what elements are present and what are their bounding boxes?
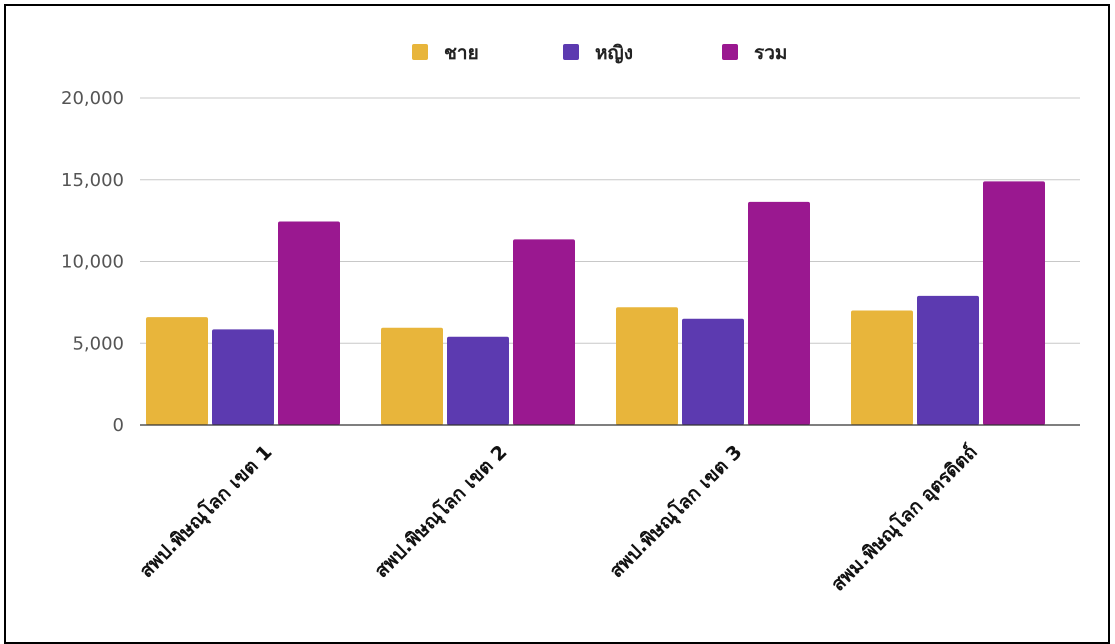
y-axis-ticks: 0 5,000 10,000 15,000 20,000 [61, 88, 124, 436]
y-tick-label: 20,000 [61, 88, 124, 109]
legend-swatch [563, 44, 579, 60]
bar [146, 317, 208, 425]
bar [212, 329, 274, 425]
x-axis-labels: สพป.พิษณุโลก เขต 1 สพป.พิษณุโลก เขต 2 สพป.… [135, 440, 983, 596]
bar [748, 201, 810, 425]
x-tick-label: สพป.พิษณุโลก เขต 2 [370, 440, 513, 583]
bar [513, 239, 575, 425]
legend-label: รวม [754, 42, 787, 64]
y-tick-label: 0 [113, 415, 124, 436]
x-tick-label: สพม.พิษณุโลก อุตรดิตถ์ [826, 440, 982, 596]
x-tick-label: สพป.พิษณุโลก เขต 1 [135, 440, 278, 583]
x-tick-label: สพป.พิษณุโลก เขต 3 [605, 440, 748, 583]
legend-label: หญิง [595, 42, 633, 64]
bars [146, 181, 1045, 425]
legend-label: ชาย [444, 42, 479, 64]
legend-swatch [722, 44, 738, 60]
bar [917, 295, 979, 425]
bar [682, 318, 744, 425]
y-tick-label: 10,000 [61, 252, 124, 273]
legend-swatch [412, 44, 428, 60]
y-tick-label: 15,000 [61, 170, 124, 191]
y-tick-label: 5,000 [72, 333, 124, 354]
bar [447, 336, 509, 425]
legend: ชาย หญิง รวม [412, 42, 787, 64]
bar [278, 221, 340, 425]
bar [851, 310, 913, 425]
bar [616, 307, 678, 425]
bar [983, 181, 1045, 425]
bar [381, 327, 443, 425]
